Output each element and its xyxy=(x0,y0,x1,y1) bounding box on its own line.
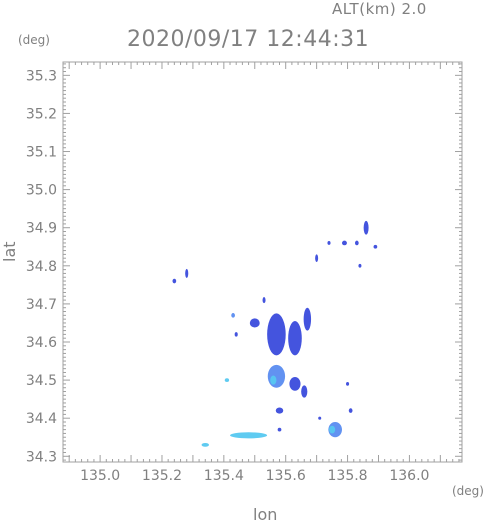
echo-patch xyxy=(346,382,350,386)
echo-patch xyxy=(289,377,301,391)
echo-patch xyxy=(275,407,284,414)
echo-patch xyxy=(354,240,359,246)
echo-patch xyxy=(267,313,286,356)
echo-patch xyxy=(329,425,336,434)
echo-layer xyxy=(172,220,378,447)
echo-patch xyxy=(201,442,209,447)
y-tick-label: 35.2 xyxy=(26,106,57,122)
plot-frame xyxy=(62,61,463,463)
echo-patch xyxy=(231,313,235,318)
echo-patch xyxy=(224,378,230,382)
echo-patch xyxy=(348,408,353,413)
echo-patch xyxy=(315,254,319,262)
x-tick-label: 136.0 xyxy=(389,468,429,484)
echo-patch xyxy=(234,332,238,337)
echo-patch xyxy=(318,416,322,420)
echo-patch xyxy=(185,268,189,278)
y-tick-label: 34.5 xyxy=(26,373,57,389)
y-tick-label: 35.3 xyxy=(26,68,57,84)
x-tick-label: 135.6 xyxy=(266,468,306,484)
x-tick-label: 135.4 xyxy=(204,468,244,484)
x-axis-label: lon xyxy=(253,505,278,524)
echo-patch xyxy=(277,427,282,432)
y-tick-label: 34.8 xyxy=(26,259,57,275)
echo-patch xyxy=(230,432,268,439)
y-tick-label: 34.9 xyxy=(26,221,57,237)
echo-patch xyxy=(249,318,260,328)
echo-patch xyxy=(270,375,277,385)
x-tick-label: 135.8 xyxy=(328,468,368,484)
y-tick-label: 34.4 xyxy=(26,411,57,427)
lat-unit-label: (deg) xyxy=(18,33,50,47)
echo-patch xyxy=(172,278,177,284)
altitude-label: ALT(km) 2.0 xyxy=(332,0,427,18)
echo-patch xyxy=(363,220,369,235)
y-tick-label: 35.0 xyxy=(26,183,57,199)
echo-patch xyxy=(303,307,312,331)
x-tick-label: 135.0 xyxy=(80,468,120,484)
echo-patch xyxy=(341,240,347,246)
datetime-title: 2020/09/17 12:44:31 xyxy=(127,27,370,52)
echo-patch xyxy=(358,263,362,268)
tick-layer: 135.0 135.2 135.4 135.6 135.8 136.0 34.3 34.4 34… xyxy=(26,62,462,484)
y-tick-label: 34.7 xyxy=(26,297,57,313)
y-tick-label: 34.3 xyxy=(26,449,57,465)
echo-patch xyxy=(327,241,331,245)
y-tick-label: 34.6 xyxy=(26,335,57,351)
echo-patch xyxy=(288,321,302,356)
lon-unit-label: (deg) xyxy=(452,484,484,498)
x-tick-label: 135.2 xyxy=(142,468,182,484)
echo-patch xyxy=(373,244,378,249)
echo-patch xyxy=(301,385,308,398)
echo-patch xyxy=(267,364,286,388)
echo-patch xyxy=(262,297,266,304)
y-tick-label: 35.1 xyxy=(26,145,57,161)
